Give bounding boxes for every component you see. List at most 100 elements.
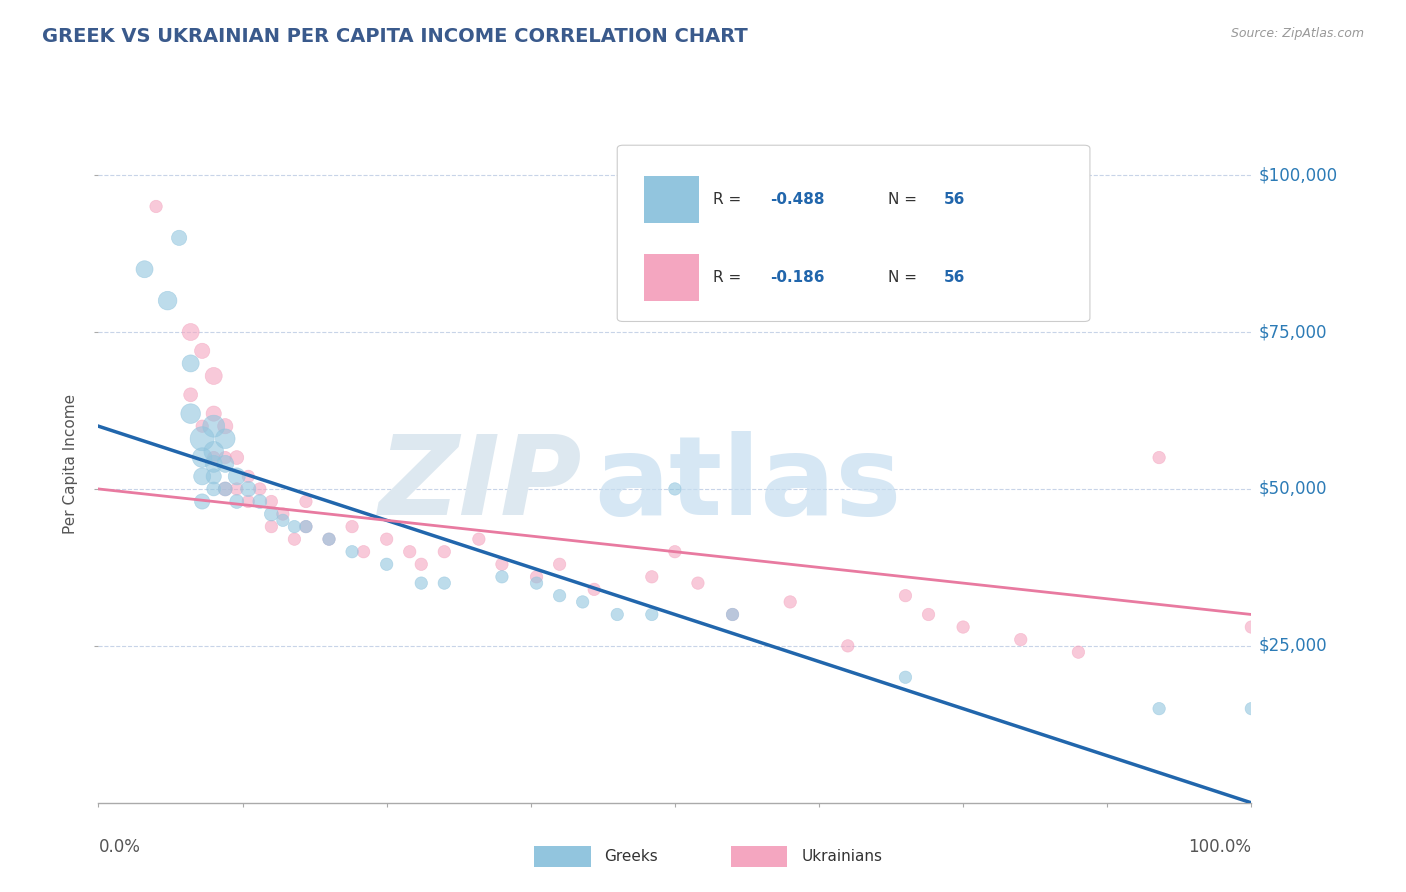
Point bbox=[571, 595, 593, 609]
Point bbox=[180, 356, 202, 370]
FancyBboxPatch shape bbox=[644, 253, 699, 301]
Text: Greeks: Greeks bbox=[605, 849, 658, 863]
Point bbox=[238, 494, 260, 508]
Point bbox=[202, 450, 225, 465]
Text: $50,000: $50,000 bbox=[1258, 480, 1327, 498]
FancyBboxPatch shape bbox=[644, 176, 699, 223]
Point bbox=[260, 507, 283, 521]
Text: 0.0%: 0.0% bbox=[98, 838, 141, 856]
Point bbox=[433, 545, 456, 559]
Point bbox=[214, 482, 236, 496]
Point bbox=[398, 545, 420, 559]
Y-axis label: Per Capita Income: Per Capita Income bbox=[63, 393, 79, 534]
Text: GREEK VS UKRAINIAN PER CAPITA INCOME CORRELATION CHART: GREEK VS UKRAINIAN PER CAPITA INCOME COR… bbox=[42, 27, 748, 45]
Point bbox=[641, 607, 664, 622]
Point bbox=[837, 639, 859, 653]
Point bbox=[180, 407, 202, 421]
Point bbox=[191, 432, 214, 446]
Point bbox=[1147, 701, 1170, 715]
Point bbox=[225, 482, 247, 496]
Text: R =: R = bbox=[713, 270, 747, 285]
Point bbox=[1240, 701, 1263, 715]
Point bbox=[295, 494, 318, 508]
Point bbox=[225, 469, 247, 483]
Point bbox=[191, 419, 214, 434]
Point bbox=[526, 570, 548, 584]
Point bbox=[202, 457, 225, 471]
Point bbox=[260, 519, 283, 533]
Point bbox=[202, 368, 225, 383]
Point bbox=[583, 582, 606, 597]
Point bbox=[202, 419, 225, 434]
Point bbox=[1067, 645, 1090, 659]
Point bbox=[353, 545, 375, 559]
Point bbox=[214, 457, 236, 471]
Point bbox=[894, 589, 917, 603]
Point bbox=[214, 450, 236, 465]
Point bbox=[411, 576, 433, 591]
Point bbox=[191, 494, 214, 508]
Point bbox=[260, 494, 283, 508]
Point bbox=[283, 519, 305, 533]
Point bbox=[214, 432, 236, 446]
Point bbox=[340, 545, 363, 559]
Text: ZIP: ZIP bbox=[380, 431, 582, 538]
Point bbox=[779, 595, 801, 609]
Point bbox=[295, 519, 318, 533]
Point bbox=[238, 482, 260, 496]
Point bbox=[721, 607, 744, 622]
Text: 56: 56 bbox=[943, 192, 965, 207]
Point bbox=[156, 293, 179, 308]
FancyBboxPatch shape bbox=[617, 145, 1090, 321]
Point bbox=[271, 507, 294, 521]
Point bbox=[191, 450, 214, 465]
Text: Source: ZipAtlas.com: Source: ZipAtlas.com bbox=[1230, 27, 1364, 40]
Point bbox=[491, 558, 513, 572]
Point bbox=[686, 576, 709, 591]
Text: 100.0%: 100.0% bbox=[1188, 838, 1251, 856]
Point bbox=[167, 231, 190, 245]
Point bbox=[202, 444, 225, 458]
Point bbox=[249, 494, 271, 508]
Point bbox=[721, 607, 744, 622]
Point bbox=[1010, 632, 1032, 647]
Point bbox=[214, 419, 236, 434]
Point bbox=[1147, 450, 1170, 465]
Point bbox=[271, 513, 294, 527]
Point bbox=[548, 558, 571, 572]
Text: N =: N = bbox=[889, 192, 922, 207]
Text: R =: R = bbox=[713, 192, 747, 207]
Point bbox=[202, 482, 225, 496]
Text: N =: N = bbox=[889, 270, 922, 285]
Point bbox=[468, 532, 491, 546]
Point bbox=[225, 494, 247, 508]
Point bbox=[664, 545, 686, 559]
Text: -0.186: -0.186 bbox=[770, 270, 825, 285]
Text: $75,000: $75,000 bbox=[1258, 323, 1327, 341]
Text: -0.488: -0.488 bbox=[770, 192, 825, 207]
Point bbox=[191, 469, 214, 483]
Point bbox=[202, 407, 225, 421]
Text: $100,000: $100,000 bbox=[1258, 166, 1337, 184]
Point bbox=[134, 262, 156, 277]
Point bbox=[1240, 620, 1263, 634]
Point bbox=[664, 482, 686, 496]
Point bbox=[238, 469, 260, 483]
Text: 56: 56 bbox=[943, 270, 965, 285]
Point bbox=[917, 607, 939, 622]
Point bbox=[340, 519, 363, 533]
Point bbox=[318, 532, 340, 546]
Point bbox=[491, 570, 513, 584]
Point bbox=[202, 469, 225, 483]
Point bbox=[526, 576, 548, 591]
Text: Ukrainians: Ukrainians bbox=[801, 849, 883, 863]
Point bbox=[249, 482, 271, 496]
Point bbox=[952, 620, 974, 634]
Text: atlas: atlas bbox=[595, 431, 901, 538]
Point bbox=[180, 325, 202, 339]
Point bbox=[375, 532, 398, 546]
Point bbox=[283, 532, 305, 546]
Point bbox=[145, 199, 167, 213]
Text: $25,000: $25,000 bbox=[1258, 637, 1327, 655]
Point bbox=[295, 519, 318, 533]
